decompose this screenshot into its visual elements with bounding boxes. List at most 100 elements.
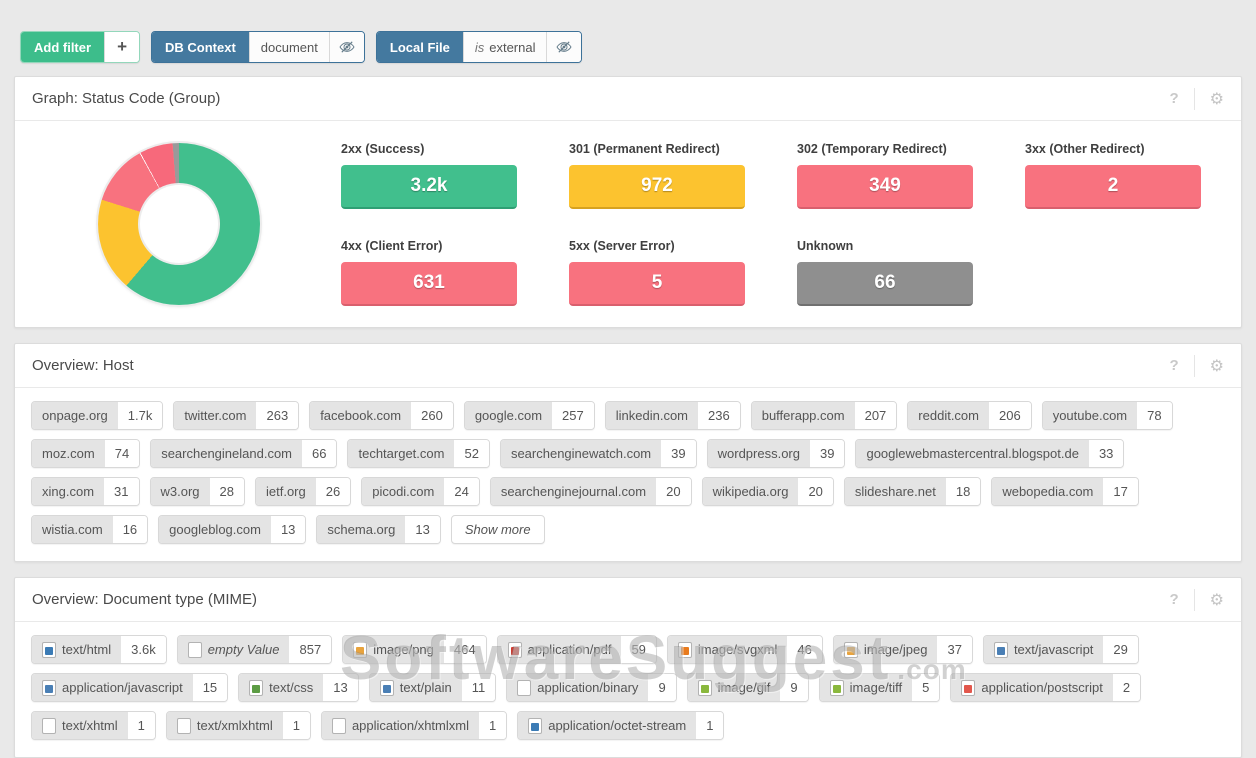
- mime-tag-name: text/xhtml: [32, 712, 128, 739]
- host-tag-count: 17: [1103, 478, 1138, 505]
- host-tag[interactable]: google.com 257: [463, 401, 595, 430]
- host-tag[interactable]: schema.org 13: [316, 515, 441, 544]
- host-tag-name: bufferapp.com: [751, 402, 855, 429]
- status-code-donut-chart[interactable]: [98, 143, 260, 305]
- status-stat: 302 (Temporary Redirect) 349: [797, 142, 973, 209]
- mime-tag-name: image/gif: [687, 674, 781, 701]
- host-tag[interactable]: xing.com 31: [31, 477, 140, 506]
- mime-tag[interactable]: application/octet-stream 1: [517, 711, 725, 740]
- mime-tag-label: text/xhtml: [62, 718, 118, 733]
- host-tag-count: 78: [1137, 402, 1172, 429]
- mime-tag[interactable]: text/xhtml 1: [31, 711, 156, 740]
- host-tag[interactable]: webopedia.com 17: [991, 477, 1139, 506]
- host-tag[interactable]: picodi.com 24: [361, 477, 480, 506]
- host-tag-name: linkedin.com: [605, 402, 699, 429]
- host-tag[interactable]: reddit.com 206: [907, 401, 1032, 430]
- host-tag-label: wistia.com: [42, 522, 103, 537]
- filter-db-context: DB Context document: [151, 31, 365, 63]
- help-icon[interactable]: ?: [1169, 90, 1179, 107]
- mime-tag-label: image/tiff: [849, 680, 903, 695]
- help-icon[interactable]: ?: [1169, 357, 1179, 374]
- host-tag[interactable]: wikipedia.org 20: [701, 477, 834, 506]
- host-tag[interactable]: googleblog.com 13: [158, 515, 307, 544]
- show-more-button[interactable]: Show more: [450, 515, 545, 544]
- mime-tag[interactable]: application/javascript 15: [31, 673, 229, 702]
- mime-tag-label: text/javascript: [1013, 642, 1094, 657]
- mime-tag[interactable]: text/css 13: [238, 673, 359, 702]
- mime-tag-label: text/plain: [399, 680, 452, 695]
- status-stat-value-box[interactable]: 972: [569, 165, 745, 209]
- host-tag[interactable]: linkedin.com 236: [604, 401, 741, 430]
- host-tag[interactable]: facebook.com 260: [309, 401, 454, 430]
- mime-tag[interactable]: text/plain 11: [368, 673, 497, 702]
- host-tag[interactable]: googlewebmastercentral.blogspot.de 33: [855, 439, 1125, 468]
- mime-tag-count: 1: [282, 712, 310, 739]
- mime-tag[interactable]: text/javascript 29: [982, 635, 1139, 664]
- mime-tag[interactable]: text/xmlxhtml 1: [165, 711, 311, 740]
- help-icon[interactable]: ?: [1169, 591, 1179, 608]
- host-tag[interactable]: slideshare.net 18: [843, 477, 982, 506]
- host-tag[interactable]: techtarget.com 52: [347, 439, 490, 468]
- host-tag[interactable]: searchengineland.com 66: [150, 439, 338, 468]
- mime-tag-name: empty Value: [177, 636, 290, 663]
- gear-icon[interactable]: ⚙: [1209, 356, 1224, 375]
- host-tag-label: linkedin.com: [615, 408, 689, 423]
- mime-tag[interactable]: image/jpeg 37: [832, 635, 973, 664]
- status-stat: 2xx (Success) 3.2k: [341, 142, 517, 209]
- add-filter-button[interactable]: Add filter: [21, 32, 105, 62]
- host-tag-name: googlewebmastercentral.blogspot.de: [856, 440, 1089, 467]
- host-tag[interactable]: onpage.org 1.7k: [31, 401, 164, 430]
- eye-slash-icon[interactable]: [328, 32, 364, 62]
- mime-tag[interactable]: image/gif 9: [686, 673, 809, 702]
- mime-tag[interactable]: application/xhtmlxml 1: [320, 711, 508, 740]
- add-filter-plus-button[interactable]: +: [104, 32, 139, 62]
- host-tag-label: searchenginewatch.com: [510, 446, 652, 461]
- status-stat-value-box[interactable]: 5: [569, 262, 745, 306]
- host-tag-count: 24: [444, 478, 479, 505]
- mime-tag-count: 1: [127, 712, 155, 739]
- host-tag[interactable]: bufferapp.com 207: [750, 401, 898, 430]
- mime-tag[interactable]: empty Value 857: [176, 635, 333, 664]
- filter-local-file-value[interactable]: is external: [462, 32, 547, 62]
- mime-tag-label: empty Value: [207, 642, 280, 657]
- mime-tag[interactable]: image/tiff 5: [818, 673, 941, 702]
- host-tag[interactable]: searchenginewatch.com 39: [499, 439, 697, 468]
- mime-tag[interactable]: image/png 464: [342, 635, 487, 664]
- host-tag[interactable]: searchenginejournal.com 20: [489, 477, 692, 506]
- host-tag[interactable]: wordpress.org 39: [706, 439, 846, 468]
- host-tag-name: xing.com: [32, 478, 105, 505]
- mime-tag-name: text/javascript: [983, 636, 1104, 663]
- filter-db-context-name[interactable]: DB Context: [152, 32, 249, 62]
- status-stat-value-box[interactable]: 2: [1025, 165, 1201, 209]
- eye-slash-icon[interactable]: [546, 32, 582, 62]
- host-tag[interactable]: twitter.com 263: [173, 401, 300, 430]
- mime-tag[interactable]: application/binary 9: [506, 673, 677, 702]
- gear-icon[interactable]: ⚙: [1209, 89, 1224, 108]
- panel-title: Overview: Document type (MIME): [32, 591, 258, 608]
- status-stat-value-box[interactable]: 631: [341, 262, 517, 306]
- file-image-tiff-icon: [829, 679, 844, 696]
- status-stat-value-box[interactable]: 66: [797, 262, 973, 306]
- status-stat-value-box[interactable]: 349: [797, 165, 973, 209]
- host-tag-name: googleblog.com: [159, 516, 271, 543]
- host-tag-label: facebook.com: [320, 408, 402, 423]
- status-stats-grid: 2xx (Success) 3.2k 301 (Permanent Redirect…: [341, 121, 1201, 327]
- filter-db-context-value[interactable]: document: [248, 32, 329, 62]
- mime-tag-label: image/svgxml: [697, 642, 778, 657]
- host-tag[interactable]: ietf.org 26: [255, 477, 352, 506]
- status-stat-value-box[interactable]: 3.2k: [341, 165, 517, 209]
- host-tag[interactable]: w3.org 28: [149, 477, 245, 506]
- mime-tag[interactable]: text/html 3.6k: [31, 635, 167, 664]
- host-tag-count: 260: [411, 402, 453, 429]
- mime-tag[interactable]: image/svgxml 46: [666, 635, 823, 664]
- host-tag[interactable]: youtube.com 78: [1041, 401, 1173, 430]
- mime-tag[interactable]: application/postscript 2: [950, 673, 1142, 702]
- host-tag[interactable]: moz.com 74: [31, 439, 141, 468]
- host-tag-count: 31: [104, 478, 139, 505]
- gear-icon[interactable]: ⚙: [1209, 590, 1224, 609]
- mime-tag-count: 464: [443, 636, 486, 663]
- mime-tag[interactable]: application/pdf 59: [496, 635, 657, 664]
- status-stat-label: 5xx (Server Error): [569, 239, 675, 253]
- filter-local-file-name[interactable]: Local File: [376, 32, 463, 62]
- host-tag[interactable]: wistia.com 16: [31, 515, 149, 544]
